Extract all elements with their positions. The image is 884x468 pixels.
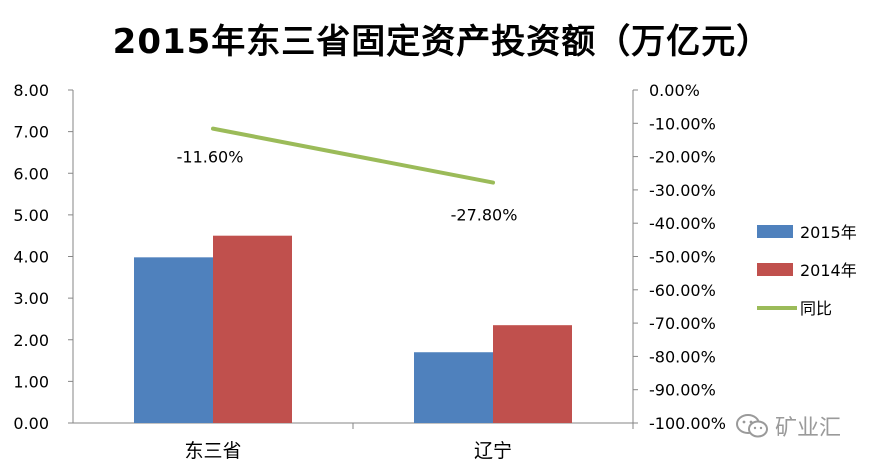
left-tick-label: 5.00	[13, 206, 49, 225]
watermark-text: 矿业汇	[775, 416, 842, 441]
legend-label: 同比	[800, 299, 832, 318]
bars	[134, 235, 572, 423]
yoy-line	[211, 126, 495, 185]
legend-swatch	[757, 225, 793, 238]
legend-label: 2014年	[800, 261, 857, 280]
right-tick-label: -10.00%	[649, 114, 716, 133]
category-label: 辽宁	[474, 440, 512, 462]
axes: 0.00 1.00 2.00 3.00 4.00 5.00 6.00 7.00 8.00 -100…	[13, 81, 726, 462]
legend-swatch	[757, 263, 793, 276]
left-tick-label: 4.00	[13, 248, 49, 267]
right-tick-label: -20.00%	[649, 148, 716, 167]
right-tick-label: -90.00%	[649, 381, 716, 400]
data-label: -11.60%	[177, 148, 244, 167]
bar	[414, 352, 493, 423]
data-labels: -11.60% -27.80%	[177, 148, 518, 225]
category-label: 东三省	[184, 440, 241, 462]
chart-title: 2015年东三省固定资产投资额（万亿元）	[112, 22, 772, 62]
right-tick-label: -60.00%	[649, 281, 716, 300]
left-tick-label: 3.00	[13, 289, 49, 308]
left-tick-label: 1.00	[13, 372, 49, 391]
left-tick-label: 7.00	[13, 123, 49, 142]
left-tick-label: 6.00	[13, 164, 49, 183]
watermark: 矿业汇	[735, 410, 841, 442]
right-tick-label: -50.00%	[649, 248, 716, 267]
right-tick-label: 0.00%	[649, 81, 700, 100]
yoy-line-path	[211, 126, 495, 185]
bar	[213, 235, 292, 423]
bar	[493, 325, 572, 423]
right-tick-label: -40.00%	[649, 214, 716, 233]
data-label: -27.80%	[451, 206, 518, 225]
legend-label: 2015年	[800, 223, 857, 242]
right-tick-label: -100.00%	[649, 414, 726, 433]
right-tick-label: -80.00%	[649, 347, 716, 366]
wechat-icon	[736, 414, 768, 438]
left-tick-label: 0.00	[13, 414, 49, 433]
left-tick-label: 2.00	[13, 331, 49, 350]
right-tick-label: -30.00%	[649, 181, 716, 200]
right-tick-label: -70.00%	[649, 314, 716, 333]
bar	[134, 257, 213, 423]
left-tick-label: 8.00	[13, 81, 49, 100]
